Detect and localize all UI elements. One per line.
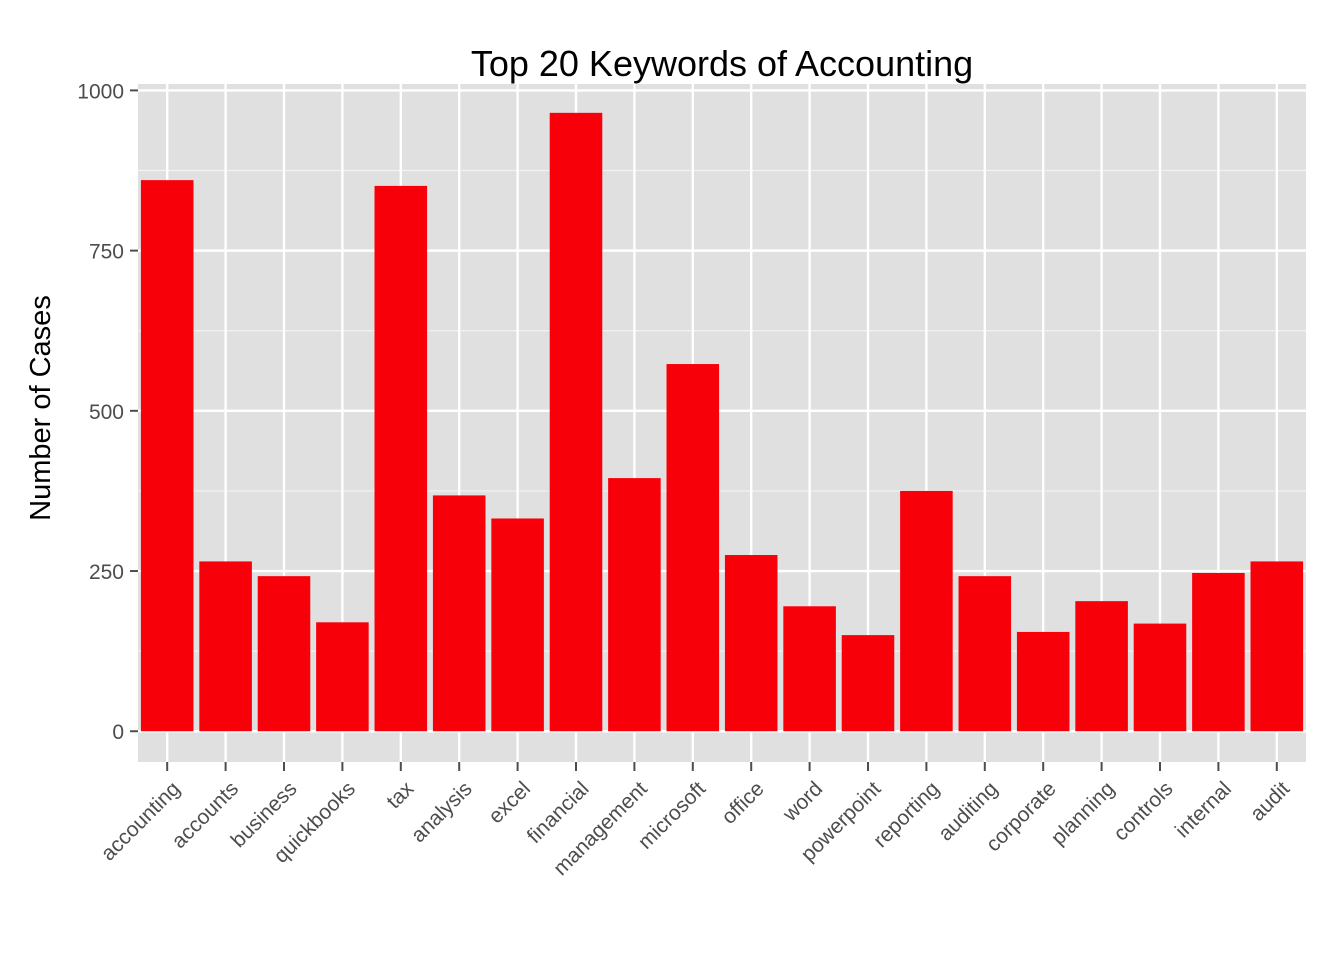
bar-reporting bbox=[900, 490, 953, 732]
chart-title: Top 20 Keywords of Accounting bbox=[471, 43, 973, 84]
x-tick-label-accounting: accounting bbox=[97, 777, 185, 865]
y-tick-label: 250 bbox=[89, 561, 124, 584]
y-tick-label: 0 bbox=[112, 721, 124, 744]
bar-business bbox=[257, 576, 311, 732]
x-tick-label-internal: internal bbox=[1171, 777, 1236, 842]
bar-powerpoint bbox=[841, 635, 895, 732]
y-axis: 0 250 500 750 1000 bbox=[77, 80, 138, 744]
bar-excel bbox=[491, 518, 544, 732]
y-tick-label: 750 bbox=[89, 241, 124, 264]
bar-quickbooks bbox=[316, 622, 369, 732]
bar-accounting bbox=[140, 180, 194, 732]
plot-panel bbox=[138, 84, 1306, 762]
y-tick-label: 500 bbox=[89, 401, 124, 424]
y-axis-label: Number of Cases bbox=[25, 295, 57, 521]
x-tick-label-analysis: analysis bbox=[407, 777, 477, 847]
bar-corporate bbox=[1016, 631, 1070, 732]
bar-internal bbox=[1192, 572, 1245, 732]
bars bbox=[140, 112, 1304, 732]
bar-tax bbox=[374, 185, 428, 732]
bar-planning bbox=[1075, 601, 1128, 732]
bar-analysis bbox=[432, 495, 486, 732]
bar-financial bbox=[549, 112, 603, 732]
bar-microsoft bbox=[666, 364, 720, 732]
bar-management bbox=[608, 478, 661, 732]
bar-controls bbox=[1133, 623, 1187, 732]
x-tick-label-word: word bbox=[778, 777, 827, 826]
x-tick-label-tax: tax bbox=[382, 777, 418, 813]
x-tick-label-planning: planning bbox=[1047, 777, 1119, 849]
bar-audit bbox=[1250, 561, 1304, 732]
bar-accounts bbox=[199, 561, 252, 732]
x-tick-label-audit: audit bbox=[1246, 777, 1295, 826]
x-tick-label-controls: controls bbox=[1109, 777, 1177, 845]
bar-office bbox=[724, 555, 778, 732]
x-tick-label-office: office bbox=[717, 777, 768, 828]
x-tick-label-excel: excel bbox=[484, 777, 535, 828]
bar-word bbox=[783, 606, 836, 732]
bar-auditing bbox=[958, 576, 1012, 732]
y-tick-label: 1000 bbox=[77, 80, 124, 103]
